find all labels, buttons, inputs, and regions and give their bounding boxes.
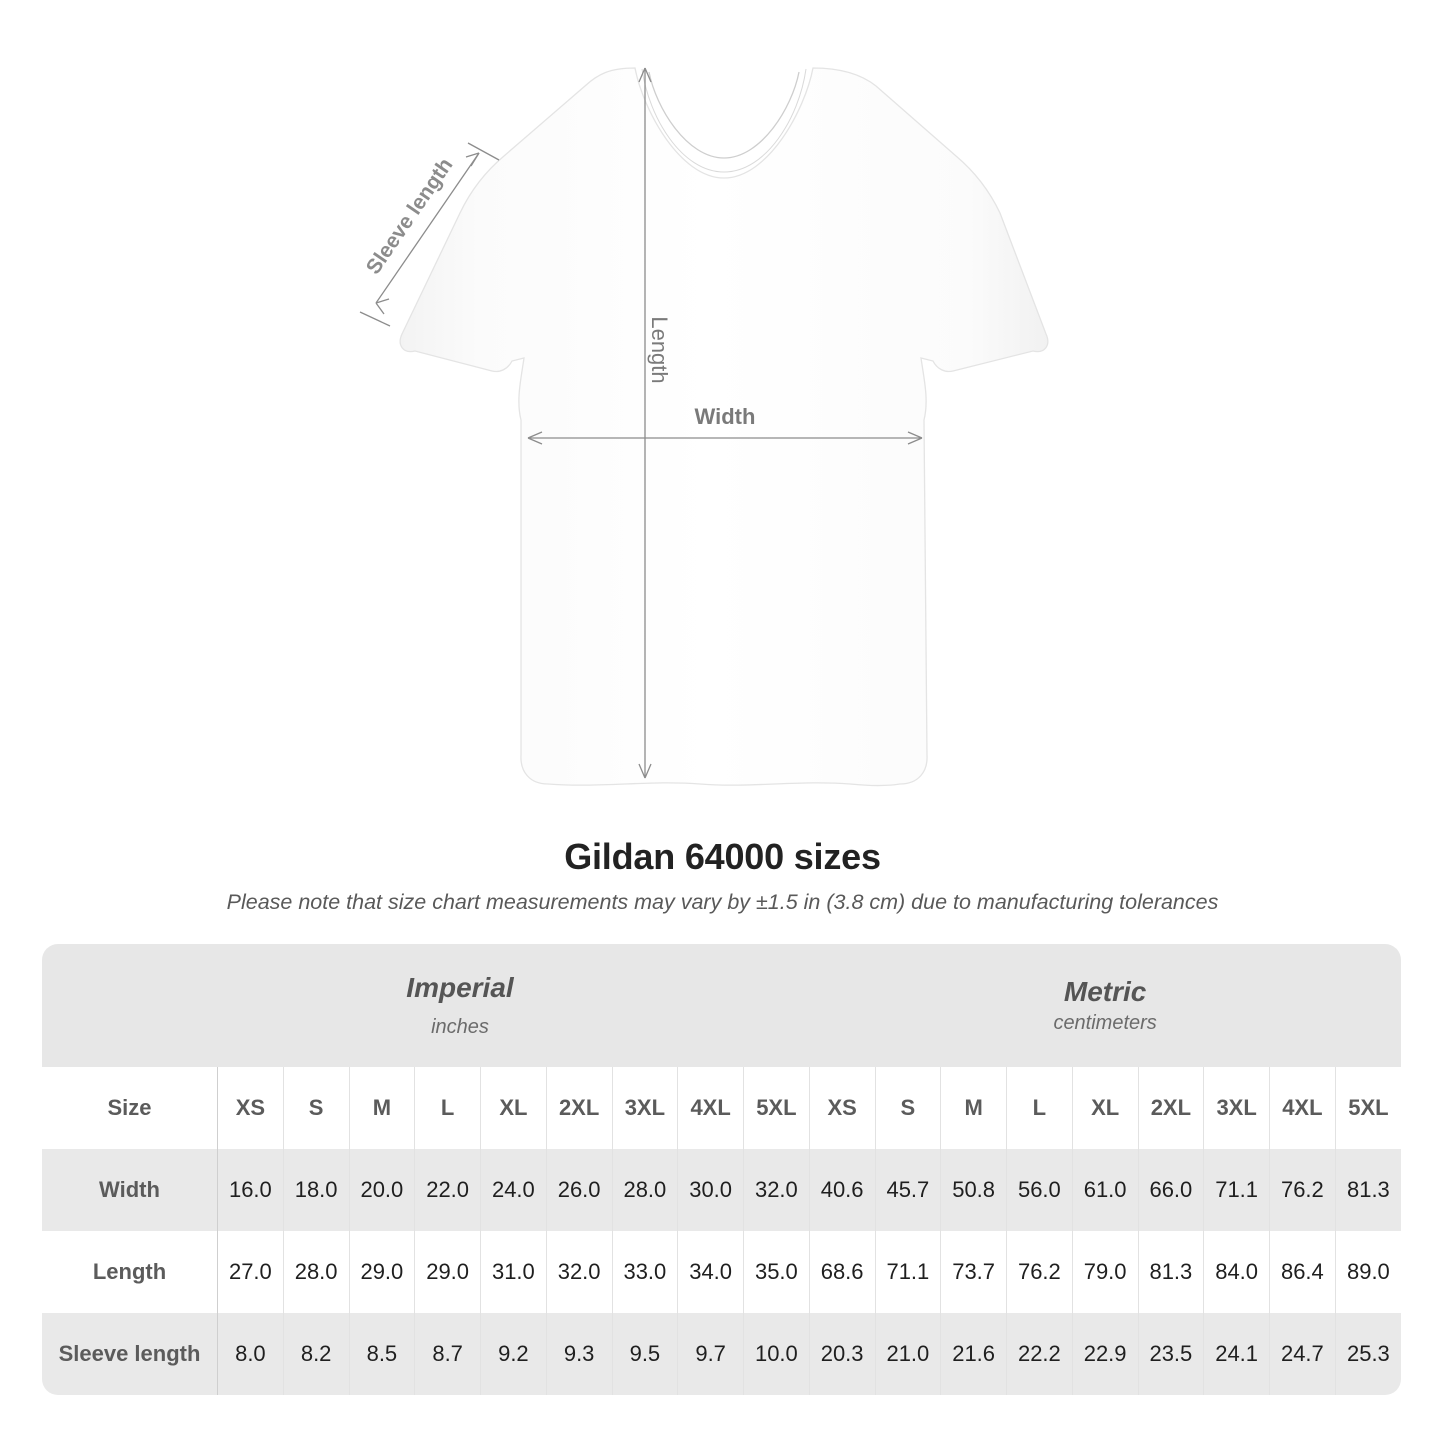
svg-text:Length: Length bbox=[647, 316, 672, 383]
svg-text:Width: Width bbox=[695, 404, 756, 429]
